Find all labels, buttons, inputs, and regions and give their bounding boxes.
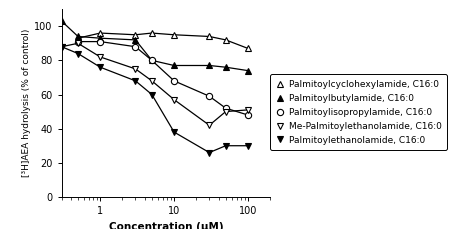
X-axis label: Concentration (μM): Concentration (μM) xyxy=(109,221,223,229)
Legend: Palmitoylcyclohexylamide, C16:0, Palmitoylbutylamide, C16:0, Palmitoylisopropyla: Palmitoylcyclohexylamide, C16:0, Palmito… xyxy=(270,74,447,150)
Y-axis label: [³H]AEA hydrolysis (% of control): [³H]AEA hydrolysis (% of control) xyxy=(22,29,31,177)
